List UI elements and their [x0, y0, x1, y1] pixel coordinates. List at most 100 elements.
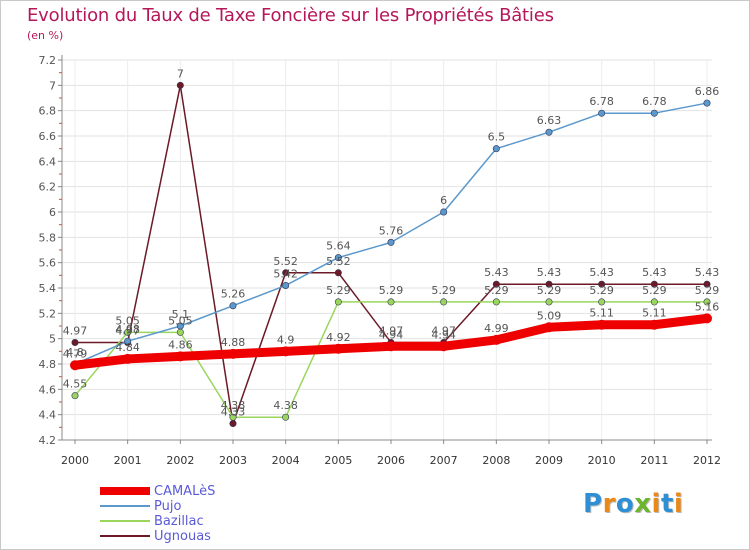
data-label-ugnouas: 4.97	[115, 324, 140, 337]
data-label-ugnouas: 7	[177, 67, 184, 80]
y-tick-label: 4.4	[39, 409, 57, 422]
data-label-camals: 4.94	[379, 328, 404, 341]
data-label-camals: 5.16	[695, 300, 720, 313]
data-point-camals	[122, 353, 133, 364]
data-label-pujo: 5.26	[221, 288, 246, 301]
data-label-pujo: 4.8	[66, 346, 84, 359]
data-label-camals: 4.86	[168, 338, 193, 351]
data-label-ugnouas: 5.52	[273, 255, 298, 268]
data-label-pujo: 5.64	[326, 240, 351, 253]
data-point-ugnouas	[650, 280, 658, 288]
legend-swatch-bazillac	[100, 520, 150, 522]
data-point-camals	[175, 351, 186, 362]
logo-letter: t	[660, 489, 674, 519]
legend-swatch-pujo	[100, 505, 150, 507]
data-label-ugnouas: 5.43	[484, 266, 509, 279]
data-label-bazillac: 5.29	[589, 284, 614, 297]
data-point-ugnouas	[703, 280, 711, 288]
data-label-pujo: 6.78	[589, 95, 614, 108]
data-label-bazillac: 5.05	[115, 314, 140, 327]
data-point-bazillac	[282, 413, 290, 421]
data-point-camals	[596, 319, 607, 330]
data-point-pujo	[492, 145, 500, 153]
data-point-pujo	[440, 208, 448, 216]
data-label-camals: 4.84	[115, 341, 140, 354]
data-label-camals: 5.11	[642, 307, 667, 320]
data-point-ugnouas	[71, 338, 79, 346]
data-label-bazillac: 5.29	[537, 284, 562, 297]
data-label-bazillac: 5.29	[326, 284, 351, 297]
logo-letter: P	[583, 489, 603, 519]
data-point-camals	[702, 313, 712, 324]
data-point-camals	[386, 341, 396, 352]
data-label-camals: 4.94	[431, 328, 456, 341]
data-label-ugnouas: 4.97	[379, 324, 404, 337]
data-label-bazillac: 4.38	[221, 399, 246, 412]
data-point-ugnouas	[282, 269, 290, 277]
data-label-pujo: 6	[440, 194, 447, 207]
legend-swatch-ugnouas	[100, 535, 150, 537]
legend-label-camales: CAMALèS	[154, 484, 216, 499]
data-label-bazillac: 5.29	[642, 284, 667, 297]
unit-label: (en %)	[27, 29, 64, 42]
logo-letter: i	[673, 489, 684, 519]
data-label-ugnouas: 5.43	[537, 266, 562, 279]
logo-letter: o	[615, 489, 635, 519]
chart-title: Evolution du Taux de Taxe Foncière sur l…	[27, 5, 554, 26]
x-tick-label: 2001	[114, 454, 142, 467]
data-label-bazillac: 5.29	[379, 284, 404, 297]
data-label-ugnouas: 5.43	[695, 266, 720, 279]
data-point-ugnouas	[492, 280, 500, 288]
data-label-ugnouas: 4.97	[63, 324, 88, 337]
y-tick-label: 5.4	[39, 282, 57, 295]
data-label-camals: 4.99	[484, 322, 509, 335]
y-tick-label: 6	[49, 206, 56, 219]
logo-letter: i	[651, 489, 661, 519]
data-label-ugnouas: 5.52	[326, 255, 351, 268]
y-tick-label: 6.4	[39, 155, 57, 168]
data-label-ugnouas: 4.33	[221, 406, 246, 419]
data-label-pujo: 5.1	[172, 308, 190, 321]
data-point-camals	[649, 319, 660, 330]
data-point-ugnouas	[598, 280, 606, 288]
logo-letter: x	[634, 489, 652, 519]
data-label-bazillac: 5.29	[484, 284, 509, 297]
data-label-pujo: 5.42	[273, 267, 298, 280]
legend-item-camales: CAMALèS	[100, 484, 300, 499]
data-point-bazillac	[545, 298, 553, 306]
data-point-camals	[333, 343, 344, 354]
data-point-ugnouas	[176, 81, 184, 89]
data-point-camals	[438, 341, 449, 352]
legend-item-ugnouas: Ugnouas	[100, 529, 300, 544]
y-tick-label: 6.8	[39, 105, 57, 118]
data-label-bazillac: 4.38	[273, 399, 298, 412]
x-tick-label: 2006	[377, 454, 405, 467]
data-point-camals	[280, 346, 291, 357]
data-point-camals	[491, 334, 502, 345]
data-point-pujo	[124, 337, 132, 345]
logo-letter: r	[602, 489, 616, 519]
legend: CAMALèS Pujo Bazillac Ugnouas	[100, 484, 300, 544]
legend-item-bazillac: Bazillac	[100, 514, 300, 529]
y-tick-label: 4.8	[39, 358, 57, 371]
y-tick-label: 5.2	[39, 307, 57, 320]
data-label-camals: 5.09	[537, 309, 562, 322]
data-label-camals: 4.92	[326, 331, 351, 344]
data-point-camals	[70, 360, 80, 371]
y-tick-label: 5	[49, 333, 56, 346]
data-label-camals: 4.9	[277, 333, 295, 346]
data-label-bazillac: 5.29	[431, 284, 456, 297]
data-point-pujo	[387, 238, 395, 246]
data-label-pujo: 6.5	[488, 131, 506, 144]
data-label-camals: 5.11	[589, 307, 614, 320]
x-tick-label: 2008	[482, 454, 510, 467]
data-point-bazillac	[598, 298, 606, 306]
x-tick-label: 2003	[219, 454, 247, 467]
data-point-bazillac	[492, 298, 500, 306]
data-point-pujo	[176, 322, 184, 330]
x-tick-label: 2011	[640, 454, 668, 467]
data-point-ugnouas	[334, 269, 342, 277]
data-label-camals: 4.88	[221, 336, 246, 349]
